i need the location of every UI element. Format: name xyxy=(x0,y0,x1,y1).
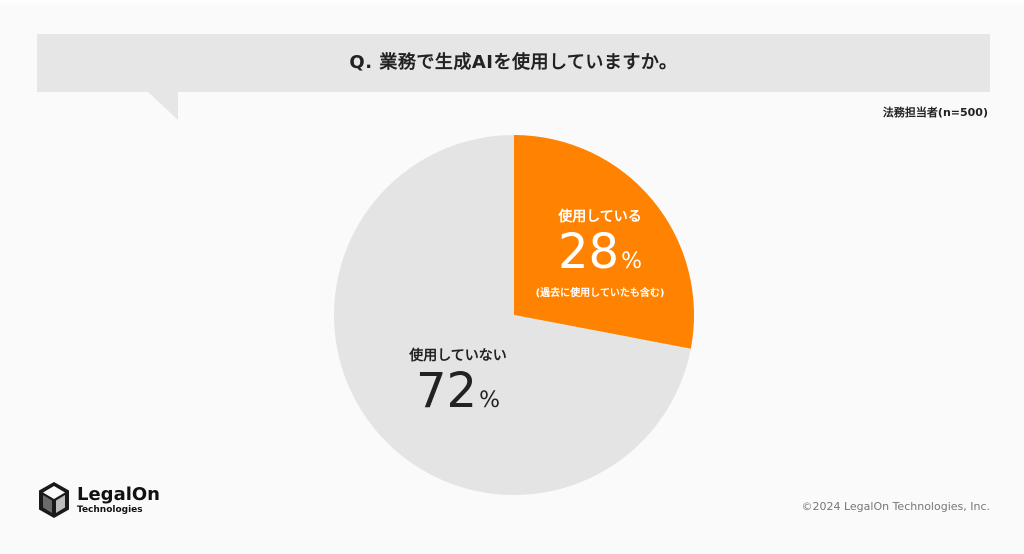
pie-slice-used xyxy=(514,135,694,349)
slice-label-not-used: 使用していない 72% xyxy=(398,345,518,417)
brand-logo: LegalOn Technologies xyxy=(37,480,160,520)
question-title: Q. 業務で生成AIを使用していますか。 xyxy=(349,52,678,73)
slice-unit-used: % xyxy=(621,249,642,274)
question-bubble: Q. 業務で生成AIを使用していますか。 xyxy=(37,34,990,92)
legalon-logo-icon xyxy=(39,482,69,518)
top-divider xyxy=(0,0,1024,6)
slice-unit-not-used: % xyxy=(479,388,500,413)
sample-size-note: 法務担当者(n=500) xyxy=(882,106,988,119)
slice-category-not-used: 使用していない xyxy=(409,348,507,364)
copyright-text: ©2024 LegalOn Technologies, Inc. xyxy=(801,500,990,513)
brand-sub: Technologies xyxy=(77,504,143,515)
bubble-tail xyxy=(148,92,178,120)
brand-text: LegalOn Technologies xyxy=(77,483,160,515)
slice-value-not-used: 72 xyxy=(416,363,478,419)
slice-label-used: 使用している 28% (過去に使用していたも含む) xyxy=(515,206,685,299)
slice-value-used: 28 xyxy=(558,224,620,280)
brand-name: LegalOn xyxy=(77,483,160,505)
pie-slice-not-used xyxy=(334,135,691,495)
slice-category-used: 使用している xyxy=(558,209,642,225)
slice-note-used: (過去に使用していたも含む) xyxy=(535,288,665,299)
